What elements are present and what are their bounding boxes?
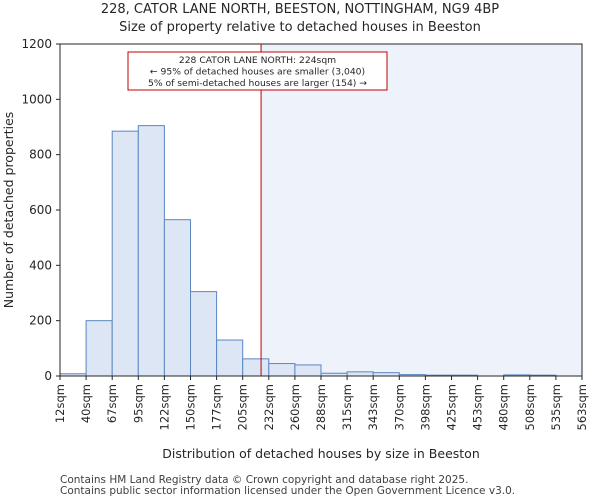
x-axis-label: Distribution of detached houses by size …	[162, 446, 480, 461]
x-tick-label: 40sqm	[79, 384, 93, 423]
x-tick-label: 453sqm	[471, 384, 485, 430]
x-tick-label: 12sqm	[53, 384, 67, 423]
bar	[163, 219, 191, 377]
chart-subtitle: Size of property relative to detached ho…	[119, 20, 481, 35]
x-tick-label: 205sqm	[236, 384, 250, 430]
annotation-line-3: 5% of semi-detached houses are larger (1…	[148, 78, 367, 89]
x-tick-label: 508sqm	[523, 384, 537, 430]
y-tick-label: 400	[29, 258, 52, 272]
x-tick-label: 150sqm	[184, 384, 198, 430]
y-tick-label: 0	[44, 369, 52, 383]
footer-line-1: Contains HM Land Registry data © Crown c…	[60, 474, 469, 486]
bar	[137, 125, 165, 377]
x-tick-label: 343sqm	[366, 384, 380, 430]
y-tick-label: 1000	[21, 92, 52, 106]
bar	[294, 364, 322, 377]
y-axis-label: Number of detached properties	[1, 112, 16, 309]
highlight-region	[261, 44, 582, 376]
x-tick-label: 177sqm	[210, 384, 224, 430]
y-tick-label: 800	[29, 148, 52, 162]
x-tick-label: 95sqm	[131, 384, 145, 423]
annotation-line-1: 228 CATOR LANE NORTH: 224sqm	[179, 55, 336, 66]
x-tick-label: 535sqm	[549, 384, 563, 430]
x-tick-label: 315sqm	[340, 384, 354, 430]
y-tick-label: 1200	[21, 37, 52, 51]
bar	[242, 358, 270, 377]
x-tick-label: 370sqm	[392, 384, 406, 430]
bar	[190, 291, 218, 377]
bar	[346, 371, 374, 377]
bar	[216, 339, 244, 377]
x-tick-label: 122sqm	[157, 384, 171, 430]
annotation-box	[127, 51, 388, 91]
x-tick-label: 563sqm	[575, 384, 589, 430]
bar	[85, 320, 113, 377]
footer-line-2: Contains public sector information licen…	[60, 485, 516, 497]
x-tick-label: 425sqm	[445, 384, 459, 430]
annotation-line-2: ← 95% of detached houses are smaller (3,…	[150, 67, 365, 78]
x-tick-label: 398sqm	[418, 384, 432, 430]
x-tick-label: 67sqm	[105, 384, 119, 423]
x-tick-label: 480sqm	[497, 384, 511, 430]
bar	[268, 363, 296, 377]
x-tick-label: 232sqm	[262, 384, 276, 430]
chart-title: 228, CATOR LANE NORTH, BEESTON, NOTTINGH…	[100, 2, 500, 17]
y-tick-label: 600	[29, 203, 52, 217]
y-tick-label: 200	[29, 314, 52, 328]
x-tick-label: 288sqm	[314, 384, 328, 430]
x-tick-label: 260sqm	[288, 384, 302, 430]
bar	[111, 130, 139, 377]
